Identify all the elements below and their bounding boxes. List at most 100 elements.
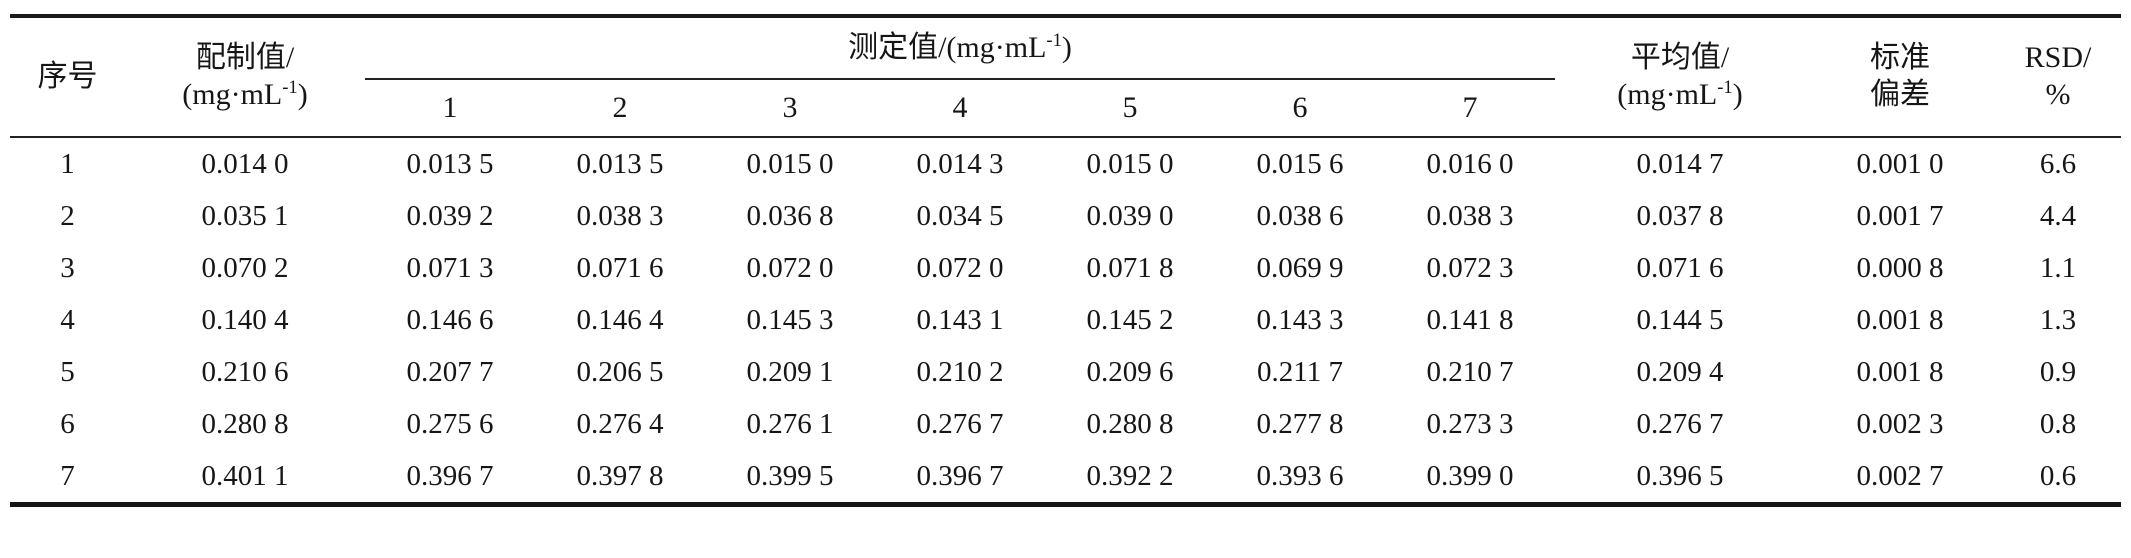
header-measured-label: 测定值/: [848, 30, 947, 64]
table-row: 3 0.070 2 0.071 3 0.071 6 0.072 0 0.072 0 0.07…: [10, 242, 2121, 294]
table-header: 序号 配制值/ (mg·mL-1) 测定值/(mg·mL-1) 平均值/ (mg…: [10, 16, 2121, 137]
cell-measured-3: 0.072 0: [746, 251, 834, 284]
cell-prepared: 0.070 2: [201, 251, 289, 284]
cell-measured-5: 0.015 0: [1086, 147, 1174, 180]
cell-measured-3: 0.209 1: [746, 355, 834, 388]
cell-sd: 0.002 7: [1856, 459, 1944, 492]
header-measured-sub-6: 6: [1292, 90, 1308, 124]
header-rsd: RSD/ %: [2024, 41, 2092, 111]
header-prepared: 配制值/ (mg·mL-1): [125, 16, 365, 137]
cell-measured-4: 0.072 0: [916, 251, 1004, 284]
header-mean: 平均值/ (mg·mL-1): [1555, 16, 1805, 137]
cell-measured-4: 0.396 7: [916, 459, 1004, 492]
header-measured-span: 测定值/(mg·mL-1): [365, 16, 1555, 80]
header-row-subcols: 1 2 3 4 5 6 7: [10, 79, 2121, 137]
cell-sd: 0.001 0: [1856, 147, 1944, 180]
cell-measured-7: 0.399 0: [1426, 459, 1514, 492]
cell-mean: 0.276 7: [1636, 407, 1724, 440]
cell-measured-2: 0.071 6: [576, 251, 664, 284]
header-mean-unit: (mg·mL-1): [1617, 77, 1743, 111]
cell-measured-6: 0.069 9: [1256, 251, 1344, 284]
cell-measured-5: 0.039 0: [1086, 199, 1174, 232]
cell-measured-6: 0.038 6: [1256, 199, 1344, 232]
cell-mean: 0.396 5: [1636, 459, 1724, 492]
cell-measured-4: 0.210 2: [916, 355, 1004, 388]
table-row: 2 0.035 1 0.039 2 0.038 3 0.036 8 0.034 5 0.03…: [10, 190, 2121, 242]
cell-measured-5: 0.209 6: [1086, 355, 1174, 388]
cell-sd: 0.001 7: [1856, 199, 1944, 232]
cell-measured-2: 0.276 4: [576, 407, 664, 440]
cell-measured-6: 0.393 6: [1256, 459, 1344, 492]
table-row: 4 0.140 4 0.146 6 0.146 4 0.145 3 0.143 1 0.14…: [10, 294, 2121, 346]
header-measured-sub-3: 3: [782, 90, 798, 124]
header-mean-label: 平均值/: [1630, 41, 1730, 75]
table-row: 5 0.210 6 0.207 7 0.206 5 0.209 1 0.210 2 0.20…: [10, 346, 2121, 398]
cell-sd: 0.002 3: [1856, 407, 1944, 440]
cell-measured-2: 0.397 8: [576, 459, 664, 492]
cell-measured-3: 0.399 5: [746, 459, 834, 492]
cell-rsd: 0.9: [2039, 355, 2077, 388]
header-sd: 标准 偏差: [1870, 41, 1930, 111]
cell-measured-3: 0.015 0: [746, 147, 834, 180]
header-measured-sub-4: 4: [952, 90, 968, 124]
cell-index: 7: [60, 459, 75, 492]
cell-measured-7: 0.210 7: [1426, 355, 1514, 388]
header-measured-sub-7: 7: [1462, 90, 1478, 124]
cell-prepared: 0.280 8: [201, 407, 289, 440]
cell-measured-7: 0.273 3: [1426, 407, 1514, 440]
cell-measured-1: 0.207 7: [406, 355, 494, 388]
header-measured-sub-2: 2: [612, 90, 628, 124]
cell-mean: 0.071 6: [1636, 251, 1724, 284]
cell-measured-5: 0.071 8: [1086, 251, 1174, 284]
cell-prepared: 0.035 1: [201, 199, 289, 232]
cell-mean: 0.144 5: [1636, 303, 1724, 336]
cell-measured-2: 0.206 5: [576, 355, 664, 388]
cell-measured-3: 0.145 3: [746, 303, 834, 336]
cell-measured-1: 0.071 3: [406, 251, 494, 284]
cell-measured-1: 0.039 2: [406, 199, 494, 232]
cell-rsd: 6.6: [2039, 147, 2077, 180]
cell-index: 2: [60, 199, 75, 232]
cell-rsd: 1.3: [2039, 303, 2077, 336]
cell-measured-3: 0.276 1: [746, 407, 834, 440]
cell-measured-1: 0.396 7: [406, 459, 494, 492]
cell-index: 5: [60, 355, 75, 388]
cell-measured-6: 0.277 8: [1256, 407, 1344, 440]
cell-measured-1: 0.275 6: [406, 407, 494, 440]
cell-measured-1: 0.146 6: [406, 303, 494, 336]
table-row: 1 0.014 0 0.013 5 0.013 5 0.015 0 0.014 3 0.01…: [10, 137, 2121, 190]
cell-measured-7: 0.141 8: [1426, 303, 1514, 336]
cell-index: 3: [60, 251, 75, 284]
header-index: 序号: [10, 16, 125, 137]
cell-measured-5: 0.145 2: [1086, 303, 1174, 336]
cell-rsd: 0.8: [2039, 407, 2077, 440]
table-row: 7 0.401 1 0.396 7 0.397 8 0.399 5 0.396 7 0.39…: [10, 450, 2121, 505]
header-measured-unit: (mg·mL-1): [946, 29, 1072, 64]
cell-prepared: 0.210 6: [201, 355, 289, 388]
cell-rsd: 4.4: [2039, 199, 2077, 232]
cell-index: 6: [60, 407, 75, 440]
cell-measured-3: 0.036 8: [746, 199, 834, 232]
cell-prepared: 0.140 4: [201, 303, 289, 336]
cell-measured-5: 0.392 2: [1086, 459, 1174, 492]
table-body: 1 0.014 0 0.013 5 0.013 5 0.015 0 0.014 3 0.01…: [10, 137, 2121, 505]
header-row-spanner: 序号 配制值/ (mg·mL-1) 测定值/(mg·mL-1) 平均值/ (mg…: [10, 16, 2121, 111]
cell-rsd: 0.6: [2039, 459, 2077, 492]
cell-sd: 0.000 8: [1856, 251, 1944, 284]
header-prepared-label: 配制值/: [195, 41, 295, 75]
cell-measured-2: 0.146 4: [576, 303, 664, 336]
cell-measured-4: 0.143 1: [916, 303, 1004, 336]
cell-measured-5: 0.280 8: [1086, 407, 1174, 440]
precision-data-table: 序号 配制值/ (mg·mL-1) 测定值/(mg·mL-1) 平均值/ (mg…: [10, 14, 2121, 507]
cell-prepared: 0.401 1: [201, 459, 289, 492]
cell-prepared: 0.014 0: [201, 147, 289, 180]
cell-index: 4: [60, 303, 75, 336]
cell-measured-2: 0.038 3: [576, 199, 664, 232]
cell-measured-1: 0.013 5: [406, 147, 494, 180]
cell-measured-7: 0.038 3: [1426, 199, 1514, 232]
cell-measured-4: 0.276 7: [916, 407, 1004, 440]
header-prepared-unit: (mg·mL-1): [182, 77, 308, 111]
header-measured-sub-1: 1: [442, 90, 458, 124]
cell-measured-2: 0.013 5: [576, 147, 664, 180]
